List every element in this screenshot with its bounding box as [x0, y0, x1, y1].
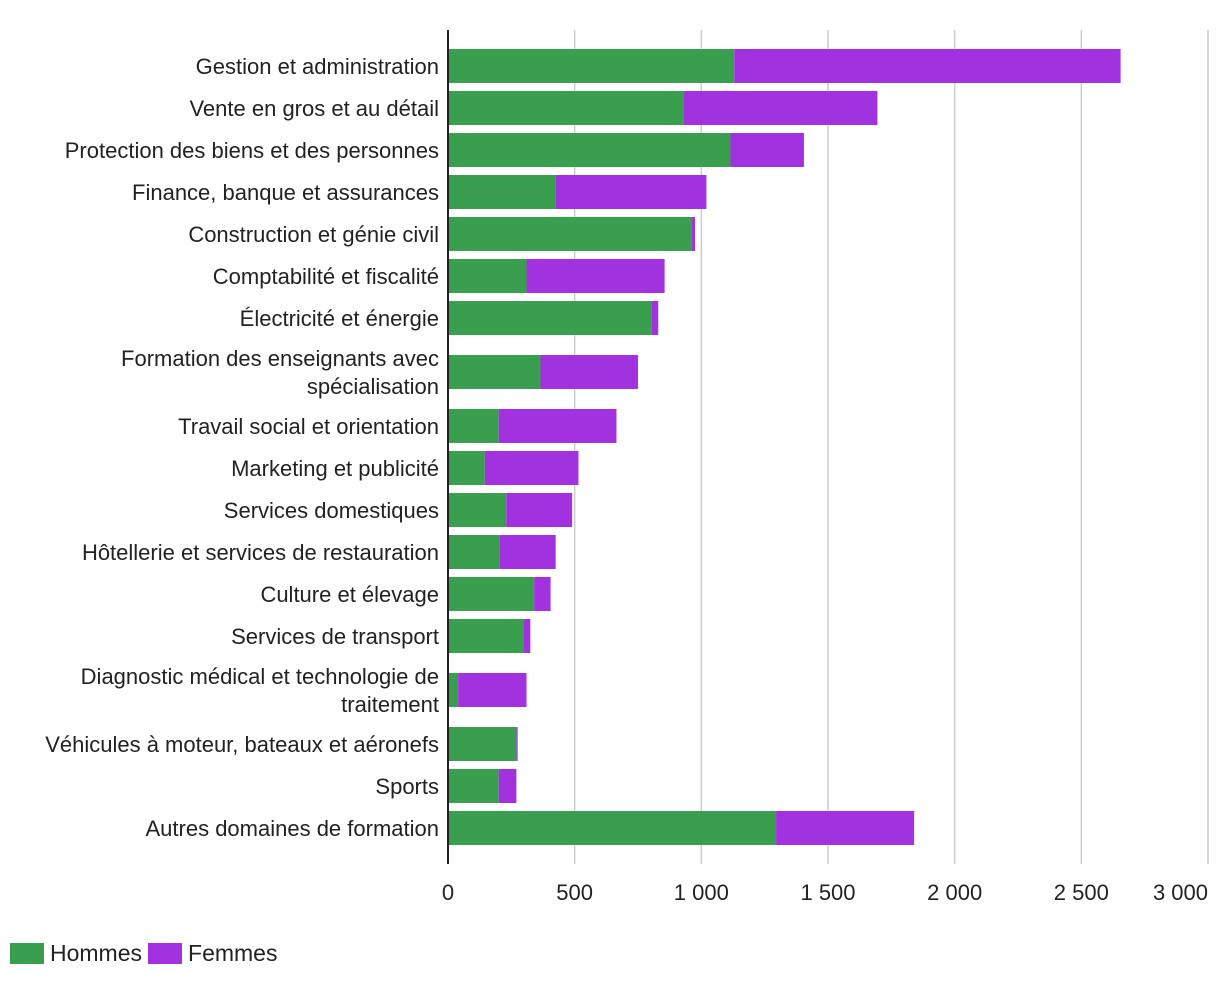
bar-hommes-2 — [448, 133, 731, 167]
bar-hommes-0 — [448, 49, 735, 83]
legend-label-hommes: Hommes — [50, 940, 143, 966]
x-tick-label-2: 1 000 — [674, 880, 729, 905]
bar-hommes-1 — [448, 91, 684, 125]
category-labels: Gestion et administration Vente en gros e… — [45, 54, 439, 841]
bar-hommes-8 — [448, 409, 499, 443]
x-tick-label-1: 500 — [556, 880, 593, 905]
bar-femmes-9 — [484, 451, 579, 485]
gridlines — [573, 30, 1209, 864]
category-label-15: Véhicules à moteur, bateaux et aéronefs — [45, 732, 439, 757]
bar-femmes-14 — [458, 673, 527, 707]
bar-femmes-7 — [540, 355, 638, 389]
bar-femmes-16 — [498, 769, 517, 803]
bar-femmes-2 — [730, 133, 804, 167]
legend-item-femmes[interactable]: Femmes — [148, 940, 277, 967]
category-label-12: Culture et élevage — [260, 582, 439, 607]
category-label-14-line-0: Diagnostic médical et technologie de — [81, 664, 439, 689]
x-tick-labels: 0 500 1 000 1 500 2 000 2 500 3 000 — [442, 880, 1208, 905]
bar-femmes-10 — [506, 493, 573, 527]
category-label-3: Finance, banque et assurances — [132, 180, 439, 205]
category-label-13: Services de transport — [231, 624, 439, 649]
bar-hommes-3 — [448, 175, 556, 209]
bar-femmes-1 — [683, 91, 878, 125]
bar-hommes-7 — [448, 355, 541, 389]
category-label-7-line-1: spécialisation — [307, 374, 439, 399]
x-tick-label-4: 2 000 — [927, 880, 982, 905]
legend-item-hommes[interactable]: Hommes — [10, 940, 142, 967]
bar-femmes-5 — [526, 259, 665, 293]
x-tick-label-6: 3 000 — [1153, 880, 1208, 905]
bar-femmes-11 — [499, 535, 556, 569]
bar-hommes-5 — [448, 259, 527, 293]
bar-femmes-6 — [651, 301, 659, 335]
bar-hommes-10 — [448, 493, 507, 527]
category-label-17: Autres domaines de formation — [146, 816, 440, 841]
x-tick-label-5: 2 500 — [1054, 880, 1109, 905]
category-label-2: Protection des biens et des personnes — [65, 138, 439, 163]
category-label-10: Services domestiques — [224, 498, 439, 523]
bar-hommes-15 — [448, 727, 517, 761]
bar-femmes-12 — [534, 577, 551, 611]
category-label-14-line-1: traitement — [341, 692, 439, 717]
bar-hommes-13 — [448, 619, 524, 653]
bar-femmes-0 — [734, 49, 1121, 83]
bar-hommes-6 — [448, 301, 652, 335]
bar-femmes-4 — [691, 217, 695, 251]
bar-femmes-3 — [555, 175, 707, 209]
bar-femmes-13 — [524, 619, 531, 653]
bar-hommes-11 — [448, 535, 500, 569]
bar-femmes-8 — [498, 409, 617, 443]
bar-hommes-4 — [448, 217, 692, 251]
category-label-11: Hôtellerie et services de restauration — [82, 540, 439, 565]
bar-femmes-15 — [516, 727, 518, 761]
bar-femmes-17 — [776, 811, 915, 845]
bar-hommes-16 — [448, 769, 499, 803]
bar-hommes-9 — [448, 451, 485, 485]
legend-label-femmes: Femmes — [188, 940, 278, 966]
x-tick-label-0: 0 — [442, 880, 454, 905]
category-label-8: Travail social et orientation — [178, 414, 439, 439]
bar-hommes-17 — [448, 811, 777, 845]
category-label-6: Électricité et énergie — [240, 306, 439, 331]
category-label-4: Construction et génie civil — [188, 222, 439, 247]
legend-swatch-femmes — [148, 943, 183, 964]
category-label-9: Marketing et publicité — [231, 456, 439, 481]
category-label-5: Comptabilité et fiscalité — [213, 264, 439, 289]
category-label-0: Gestion et administration — [196, 54, 439, 79]
bar-hommes-12 — [448, 577, 535, 611]
category-label-16: Sports — [375, 774, 439, 799]
category-label-1: Vente en gros et au détail — [189, 96, 439, 121]
bars — [448, 49, 1121, 845]
bar-hommes-14 — [448, 673, 459, 707]
legend: Hommes Femmes — [10, 940, 283, 967]
x-tick-label-3: 1 500 — [800, 880, 855, 905]
legend-swatch-hommes — [10, 943, 44, 964]
category-label-7-line-0: Formation des enseignants avec — [121, 346, 439, 371]
